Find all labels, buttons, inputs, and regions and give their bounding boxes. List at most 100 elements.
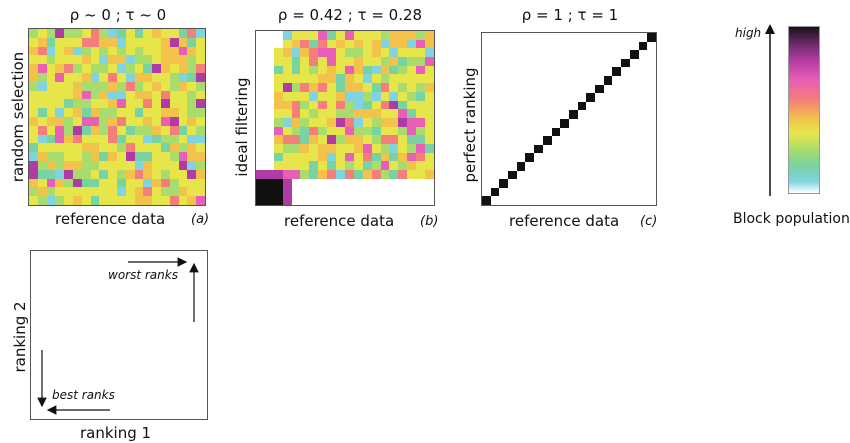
heatmap-cell [551,179,561,188]
heatmap-cell [29,99,38,109]
heatmap-cell [73,187,82,197]
heatmap-cell [380,65,390,75]
heatmap-cell [291,74,301,84]
heatmap-cell [64,29,73,38]
heatmap-cell [264,109,274,118]
heatmap-cell [90,152,100,161]
heatmap-cell [534,50,543,59]
heatmap-cell [73,108,82,117]
heatmap-cell [196,37,205,47]
heatmap-cell [309,196,319,205]
heatmap-cell [638,84,648,94]
heatmap-cell [99,143,109,153]
heatmap-cell [371,170,381,179]
heatmap-cell [264,39,274,49]
heatmap-cell [499,67,509,76]
heatmap-cell [560,153,569,162]
heatmap-cell [318,178,328,188]
heatmap-cell [482,119,491,128]
heatmap-cell [344,65,354,75]
heatmap-cell [551,41,561,51]
heatmap-cell [152,178,161,188]
heatmap-cell [117,46,126,56]
heatmap-cell [425,170,434,179]
heatmap-cell [612,41,622,51]
heatmap-cell [629,136,639,145]
heatmap-cell [90,178,100,188]
heatmap-cell [603,67,613,76]
heatmap-cell [256,135,265,145]
heatmap-cell [256,48,265,58]
heatmap-cell [629,144,639,154]
heatmap-cell [389,57,399,66]
heatmap-cell [398,57,408,66]
heatmap-cell [638,127,648,137]
heatmap-cell [499,84,509,94]
heatmap-cell [525,144,535,154]
heatmap-cell [273,144,283,153]
heatmap-cell [134,55,144,65]
heatmap-cell [638,170,648,180]
heatmap-cell [380,196,390,205]
heatmap-cell [629,153,639,162]
heatmap-cell [629,58,639,68]
heatmap-cell [380,100,390,110]
heatmap-cell [108,55,117,65]
heatmap-cell [264,170,274,179]
heatmap-cell [362,100,372,110]
heatmap-cell [398,31,408,40]
heatmap-cell [161,169,170,179]
heatmap-cell [327,31,337,40]
heatmap-cell [125,161,135,170]
heatmap-cell [416,196,426,205]
heatmap-cell [73,81,82,91]
heatmap-cell [534,136,543,145]
heatmap-cell [586,170,596,180]
heatmap-cell [37,143,47,153]
heatmap-cell [560,58,569,68]
heatmap-cell [273,100,283,110]
heatmap-cell [551,58,561,68]
heatmap-cell [398,126,408,136]
heatmap-cell [29,134,38,144]
heatmap-cell [90,73,100,82]
heatmap-cell [125,81,135,91]
heatmap-cell [55,55,65,65]
heatmap-cell [143,178,153,188]
heatmap-cell [647,110,656,119]
heatmap-cell [551,127,561,137]
heatmap-cell [178,169,188,179]
heatmap-cell [647,119,656,128]
heatmap-cell [55,117,65,126]
heatmap-cell [169,178,179,188]
heatmap-cell [380,117,390,127]
heatmap-cell [64,178,73,188]
heatmap-cell [490,93,500,102]
heatmap-cell [291,161,301,171]
heatmap-cell [108,152,117,161]
heatmap-cell [161,161,170,170]
heatmap-cell [398,178,408,188]
heatmap-cell [282,196,292,205]
heatmap-cell [300,126,310,136]
heatmap-cell [300,74,310,84]
heatmap-cell [143,143,153,153]
heatmap-cell [99,55,109,65]
heatmap-cell [291,48,301,58]
heatmap-cell [629,179,639,188]
heatmap-cell [407,57,417,66]
heatmap-cell [336,144,345,153]
heatmap-cell [178,108,188,117]
heatmap-cell [256,196,265,205]
heatmap-cell [534,84,543,94]
heatmap-cell [264,196,274,205]
heatmap-cell [380,135,390,145]
heatmap-cell [344,126,354,136]
heatmap-cell [621,67,630,76]
heatmap-cell [542,93,552,102]
heatmap-cell [560,93,569,102]
heatmap-cell [143,81,153,91]
heatmap-cell [638,33,648,42]
heatmap-cell [416,31,426,40]
heatmap-cell [29,64,38,73]
